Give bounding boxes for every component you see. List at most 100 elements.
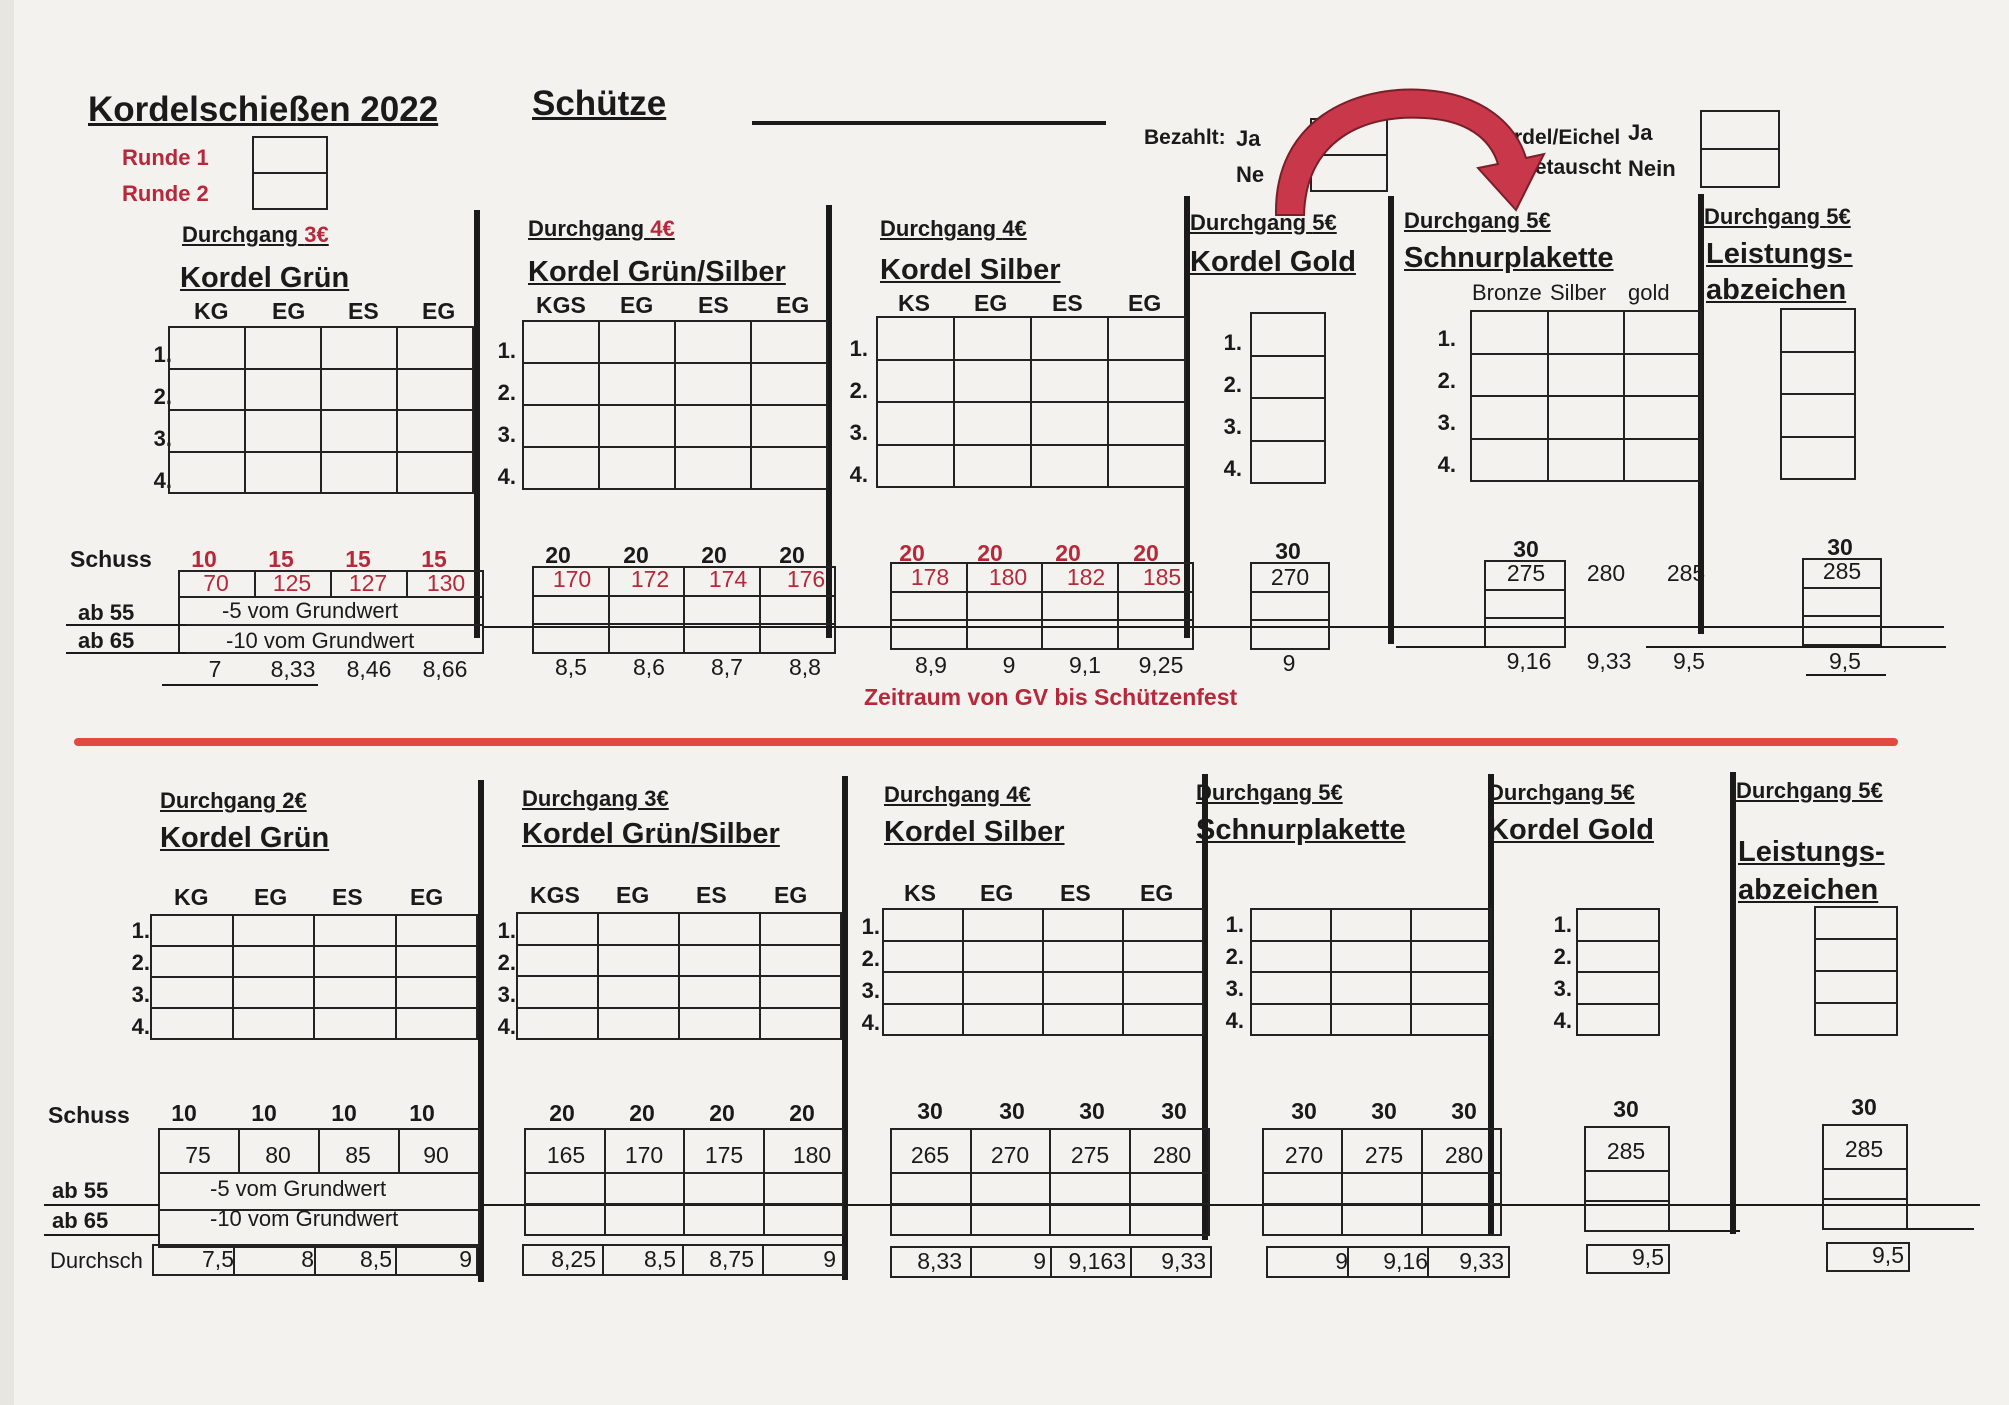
getauscht-nein-box[interactable] <box>1700 148 1780 188</box>
top-s3-avg-3: 9,25 <box>1138 652 1184 678</box>
top-s3-value-grid <box>890 562 1194 650</box>
bottom-ab65-text: -10 vom Grundwert <box>210 1206 399 1231</box>
bottom-s1-schuss-3: 10 <box>409 1100 435 1126</box>
top-s3-grid[interactable] <box>876 316 1186 488</box>
bottom-s4-row-2: 2. <box>1225 944 1244 969</box>
top-s1-grid[interactable] <box>168 326 474 494</box>
top-s4-row-3: 3. <box>1223 414 1242 439</box>
bottom-s2-durchgang: Durchgang 3€ <box>522 786 669 811</box>
bottom-ab55-text: -5 vom Grundwert <box>210 1176 387 1201</box>
bottom-s2-value-1: 170 <box>624 1142 664 1168</box>
bottom-s5-row-2: 2. <box>1553 944 1572 969</box>
bottom-s3-grid[interactable] <box>882 908 1204 1036</box>
top-s2-col-1: EG <box>620 292 654 318</box>
top-s6-value: 285 <box>1822 558 1862 584</box>
bottom-s5-grid[interactable] <box>1576 908 1660 1036</box>
score-sheet: Kordelschießen 2022 Schütze Runde 1 Rund… <box>14 0 2009 1405</box>
top-s1-value-1: 125 <box>272 570 312 596</box>
top-s4-schuss: 30 <box>1275 538 1301 564</box>
bottom-s5-durchgang: Durchgang 5€ <box>1488 780 1635 805</box>
bottom-s6-grid[interactable] <box>1814 906 1898 1036</box>
bottom-s2-avg-0: 8,25 <box>551 1246 596 1272</box>
bottom-s5-row-4: 4. <box>1553 1008 1572 1033</box>
top-s5-grid[interactable] <box>1470 310 1702 482</box>
bottom-s2-schuss-3: 20 <box>789 1100 815 1126</box>
bottom-divider-1 <box>478 780 484 1282</box>
runde1-label: Runde 1 <box>122 145 209 170</box>
bottom-s1-avg-grid <box>152 1244 478 1276</box>
bottom-s4-schuss-0: 30 <box>1291 1098 1317 1124</box>
bottom-s1-avg-3: 9 <box>459 1246 472 1272</box>
bottom-s3-avg-2: 9,163 <box>1068 1248 1126 1274</box>
top-s3-col-0: KS <box>898 290 930 316</box>
top-s6-title-1: Leistungs- <box>1706 238 1853 270</box>
bottom-s1-col-3: EG <box>410 884 444 910</box>
top-s2-row-2: 2. <box>497 380 516 405</box>
top-s3-col-1: EG <box>974 290 1008 316</box>
top-s1-col-2: ES <box>348 298 379 324</box>
top-s3-value-0: 178 <box>910 564 950 590</box>
bottom-s4-schuss-1: 30 <box>1371 1098 1397 1124</box>
top-s3-avg-2: 9,1 <box>1069 652 1101 678</box>
bottom-s5-avg: 9,5 <box>1632 1244 1664 1270</box>
top-s5-row-2: 2. <box>1437 368 1456 393</box>
top-s3-value-2: 182 <box>1066 564 1106 590</box>
top-s5-col-0: Bronze <box>1472 280 1542 305</box>
bottom-s3-row-3: 3. <box>861 978 880 1003</box>
bottom-divider-3 <box>1202 774 1208 1240</box>
top-s6-schuss: 30 <box>1827 534 1853 560</box>
top-ab65-text: -10 vom Grundwert <box>226 628 415 653</box>
bottom-s4-avg-grid <box>1266 1246 1510 1278</box>
top-s2-value-grid <box>532 566 836 654</box>
bottom-s2-schuss-1: 20 <box>629 1100 655 1126</box>
bottom-s2-grid[interactable] <box>516 912 842 1040</box>
bottom-divider-4 <box>1488 774 1494 1234</box>
bottom-schuss-label: Schuss <box>48 1102 130 1128</box>
runde1-box[interactable] <box>252 136 328 174</box>
top-s2-col-0: KGS <box>536 292 586 318</box>
top-s3-col-2: ES <box>1052 290 1083 316</box>
bottom-s4-grid[interactable] <box>1250 908 1492 1036</box>
bottom-s4-avg-2: 9,33 <box>1459 1248 1504 1274</box>
section-separator <box>74 738 1898 746</box>
bottom-s3-schuss-1: 30 <box>999 1098 1025 1124</box>
bezahlt-label: Bezahlt: <box>1144 126 1226 149</box>
top-s4-value-grid <box>1250 562 1330 650</box>
bottom-s1-value-1: 80 <box>265 1142 291 1168</box>
top-s4-row-2: 2. <box>1223 372 1242 397</box>
top-s3-schuss-0: 20 <box>899 540 925 566</box>
bottom-s1-avg-0: 7,5 <box>202 1246 234 1272</box>
bezahlt-ja: Ja <box>1236 126 1261 151</box>
top-s6-avg: 9,5 <box>1829 648 1861 674</box>
top-s2-title: Kordel Grün/Silber <box>528 256 786 288</box>
bottom-s3-col-2: ES <box>1060 880 1091 906</box>
top-s2-value-2: 174 <box>708 566 748 592</box>
top-s2-row-1: 1. <box>497 338 516 363</box>
top-s3-row-2: 2. <box>849 378 868 403</box>
bottom-s3-avg-3: 9,33 <box>1161 1248 1206 1274</box>
getauscht-ja-box[interactable] <box>1700 110 1780 150</box>
top-s5-durchgang: Durchgang 5€ <box>1404 208 1551 233</box>
top-s1-schuss-2: 15 <box>345 546 371 572</box>
top-s2-grid[interactable] <box>522 320 828 490</box>
bottom-s2-value-grid <box>524 1128 844 1236</box>
top-s2-row-4: 4. <box>497 464 516 489</box>
bottom-s1-grid[interactable] <box>150 914 478 1040</box>
bottom-s5-value-grid <box>1584 1126 1670 1232</box>
top-s3-row-4: 4. <box>849 462 868 487</box>
bottom-s1-col-1: EG <box>254 884 288 910</box>
top-s2-schuss-2: 20 <box>701 542 727 568</box>
bottom-s6-value-grid <box>1822 1124 1908 1230</box>
runde2-box[interactable] <box>252 172 328 210</box>
top-s5-avg-0: 9,16 <box>1506 648 1552 674</box>
top-s6-grid[interactable] <box>1780 308 1856 480</box>
top-ab65-box <box>178 624 484 654</box>
top-s2-schuss-3: 20 <box>779 542 805 568</box>
top-s1-avg-0: 7 <box>208 656 222 682</box>
top-s1-row-2: 2. <box>153 384 172 409</box>
schuetze-name-line[interactable] <box>752 121 1106 125</box>
bottom-s5-row-3: 3. <box>1553 976 1572 1001</box>
bottom-s1-schuss-0: 10 <box>171 1100 197 1126</box>
bottom-ab65-label: ab 65 <box>52 1208 109 1233</box>
top-s4-grid[interactable] <box>1250 312 1326 484</box>
